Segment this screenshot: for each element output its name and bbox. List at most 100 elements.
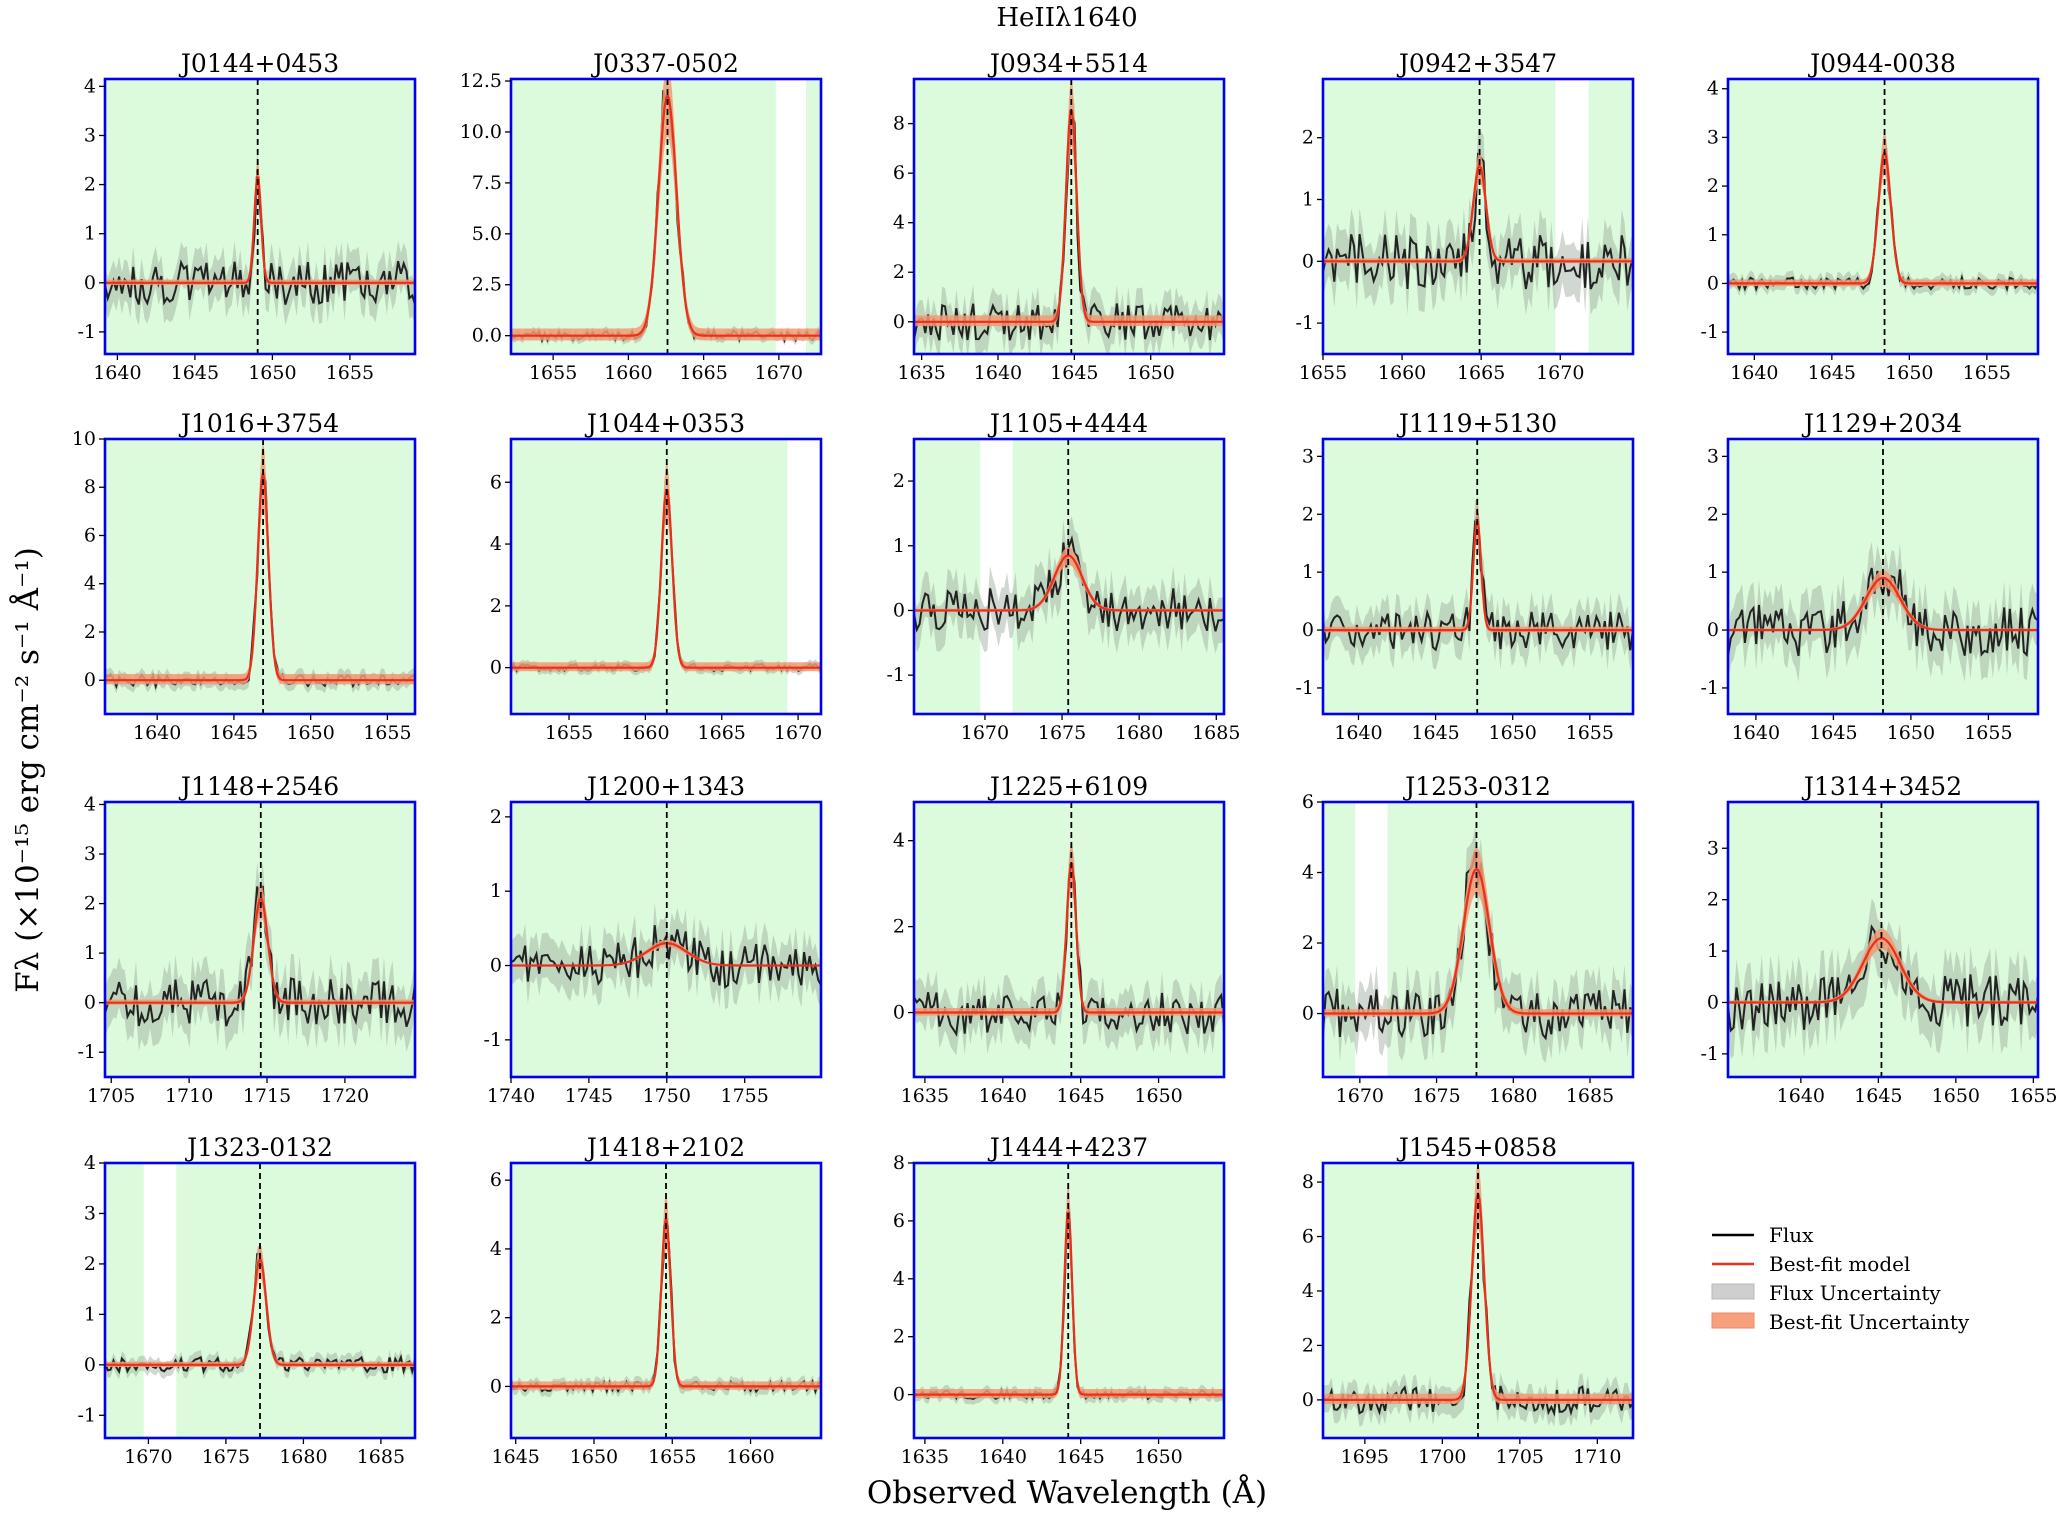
excluded-region	[1555, 79, 1589, 354]
x-tick-label: 1645	[1809, 722, 1857, 744]
y-tick-label: 6	[893, 1210, 905, 1232]
excluded-region	[143, 1163, 177, 1438]
x-tick-label: 1740	[487, 1085, 535, 1107]
y-tick-label: 4	[893, 1268, 905, 1290]
x-tick-label: 1685	[1192, 722, 1240, 744]
y-tick-label: 3	[84, 843, 96, 865]
x-tick-label: 1660	[604, 362, 652, 384]
y-tick-label: 0	[1302, 619, 1314, 641]
best-fit-model-line	[105, 176, 415, 284]
x-tick-label: 1660	[726, 1446, 774, 1468]
best-fit-model-line	[1323, 163, 1633, 263]
x-tick-label: 1645	[171, 362, 219, 384]
flux-uncertainty-band	[914, 516, 1224, 654]
best-fit-model-line	[1323, 867, 1633, 1015]
panel-title: J1444+4237	[987, 1133, 1148, 1162]
y-tick-label: 8	[893, 113, 905, 135]
legend-flux-uncertainty-label: Flux Uncertainty	[1769, 1281, 1941, 1305]
panel-plot-area	[105, 1163, 415, 1438]
x-tick-label: 1650	[248, 362, 296, 384]
x-tick-label: 1655	[545, 722, 593, 744]
panel: J1323-0132 1670 1675 1680 1685 -1 0 1 2 3 4	[77, 1133, 417, 1468]
x-tick-label: 1640	[93, 362, 141, 384]
panel-title: J0144+0453	[178, 49, 339, 78]
y-tick-label: 3	[84, 1202, 96, 1224]
x-tick-label: 1645	[1411, 722, 1459, 744]
panel-plot-area	[914, 79, 1224, 354]
x-tick-label: 1750	[643, 1085, 691, 1107]
legend-model-uncertainty-label: Best-fit Uncertainty	[1769, 1310, 1970, 1334]
fit-region	[1728, 79, 2038, 354]
legend-flux-uncertainty-swatch	[1711, 1283, 1755, 1300]
y-tick-label: 2	[893, 1326, 905, 1348]
best-fit-model-line	[105, 472, 415, 682]
y-tick-label: 0	[490, 1375, 502, 1397]
panel-title: J1044+0353	[584, 409, 745, 438]
x-tick-label: 1670	[755, 362, 803, 384]
y-tick-label: 1	[84, 942, 96, 964]
panel-frame	[509, 1161, 823, 1440]
y-tick-label: 1	[1707, 940, 1719, 962]
y-tick-label: -1	[483, 1029, 502, 1051]
panel-plot-area	[1323, 802, 1633, 1077]
x-tick-label: 1650	[1134, 1085, 1182, 1107]
y-tick-label: 2	[1302, 932, 1314, 954]
x-tick-label: 1640	[979, 1446, 1027, 1468]
y-tick-label: 0	[84, 669, 96, 691]
y-tick-label: 7.5	[472, 172, 502, 194]
x-tick-label: 1680	[279, 1446, 327, 1468]
panel-title: J1418+2102	[584, 1133, 745, 1162]
panel-frame	[912, 437, 1226, 716]
panel-frame	[912, 800, 1226, 1079]
x-tick-label: 1700	[1418, 1446, 1466, 1468]
x-tick-label: 1650	[570, 1446, 618, 1468]
panel-frame	[912, 1161, 1226, 1440]
excluded-region	[775, 79, 806, 354]
panel-frame	[1726, 77, 2040, 356]
best-fit-model-line	[914, 109, 1224, 323]
panel-frame	[509, 800, 823, 1079]
x-tick-label: 1680	[1489, 1085, 1537, 1107]
panel-plot-area	[1728, 439, 2038, 714]
y-tick-label: 2	[1302, 503, 1314, 525]
panel-frame	[1726, 800, 2040, 1079]
y-tick-label: 2	[84, 893, 96, 915]
panel-frame	[103, 1161, 417, 1440]
flux-uncertainty-band	[1323, 1200, 1633, 1427]
panel-plot-area	[105, 439, 415, 714]
panel-frame	[103, 800, 417, 1079]
y-tick-label: 6	[84, 524, 96, 546]
flux-line	[914, 535, 1224, 633]
y-tick-label: 3	[1707, 445, 1719, 467]
best-fit-model-line	[914, 554, 1224, 612]
x-tick-label: 1645	[1050, 362, 1098, 384]
x-tick-label: 1655	[1964, 722, 2012, 744]
y-tick-label: -1	[1295, 677, 1314, 699]
x-tick-label: 1650	[1932, 1085, 1980, 1107]
x-axis-label: Observed Wavelength (Å)	[867, 1473, 1267, 1511]
x-tick-label: 1685	[357, 1446, 405, 1468]
y-tick-label: 6	[1302, 1226, 1314, 1248]
panel: J1129+2034 1640 1645 1650 1655 -1 0 1 2 3	[1700, 409, 2040, 744]
y-tick-label: 6	[490, 471, 502, 493]
y-tick-label: 2	[1302, 1334, 1314, 1356]
y-tick-label: 4	[1302, 1280, 1314, 1302]
x-tick-label: 1655	[363, 722, 411, 744]
panel-title: J1323-0132	[184, 1133, 333, 1162]
y-tick-label: 1	[1302, 189, 1314, 211]
panel-title: J0944-0038	[1807, 49, 1956, 78]
y-tick-label: -1	[77, 321, 96, 343]
y-tick-label: 3	[1302, 445, 1314, 467]
y-tick-label: 4	[490, 533, 502, 555]
x-tick-label: 1635	[901, 1446, 949, 1468]
panel: J1105+4444 1670 1675 1680 1685 -1 0 1 2	[886, 409, 1240, 744]
y-tick-label: -1	[1700, 321, 1719, 343]
x-tick-label: 1650	[1127, 362, 1175, 384]
x-tick-label: 1670	[124, 1446, 172, 1468]
x-tick-label: 1685	[1566, 1085, 1614, 1107]
x-tick-label: 1645	[210, 722, 258, 744]
legend-model-label: Best-fit model	[1769, 1252, 1910, 1276]
y-tick-label: 2	[1707, 889, 1719, 911]
x-tick-label: 1655	[1299, 362, 1347, 384]
x-tick-label: 1710	[1573, 1446, 1621, 1468]
